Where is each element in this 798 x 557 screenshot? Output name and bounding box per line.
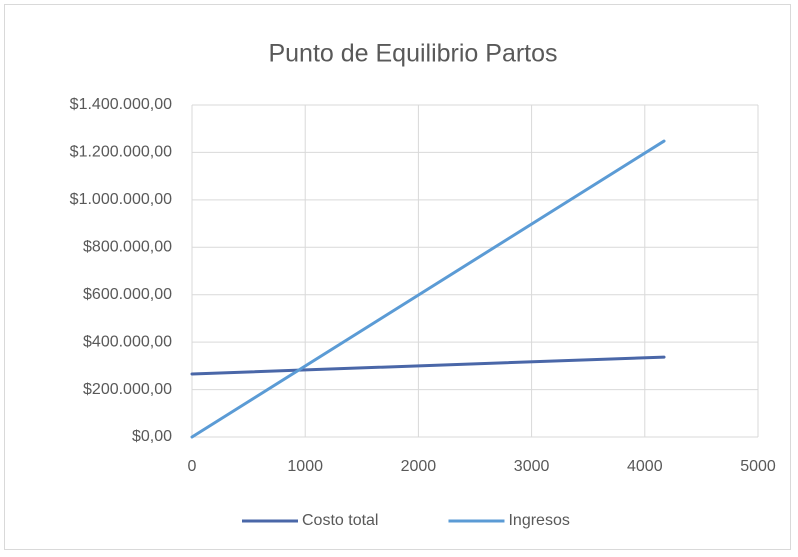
series-line <box>190 139 666 439</box>
series-line <box>190 355 666 376</box>
y-tick-label: $800.000,00 <box>83 239 172 256</box>
y-tick-label: $600.000,00 <box>83 286 172 303</box>
legend-label: Ingresos <box>508 512 569 529</box>
y-tick-label: $200.000,00 <box>83 381 172 398</box>
y-tick-label: $400.000,00 <box>83 333 172 350</box>
chart-border <box>4 4 791 550</box>
chart-title: Punto de Equilibrio Partos <box>268 40 557 68</box>
y-tick-label: $1.200.000,00 <box>70 144 172 161</box>
y-tick-label: $1.000.000,00 <box>70 191 172 208</box>
x-tick-label: 4000 <box>627 458 663 475</box>
x-tick-label: 2000 <box>401 458 437 475</box>
x-tick-label: 0 <box>188 458 197 475</box>
x-tick-label: 3000 <box>514 458 550 475</box>
x-tick-label: 5000 <box>740 458 776 475</box>
legend-label: Costo total <box>302 512 378 529</box>
y-tick-label: $1.400.000,00 <box>70 96 172 113</box>
x-tick-label: 1000 <box>287 458 323 475</box>
y-tick-label: $0,00 <box>132 428 172 445</box>
